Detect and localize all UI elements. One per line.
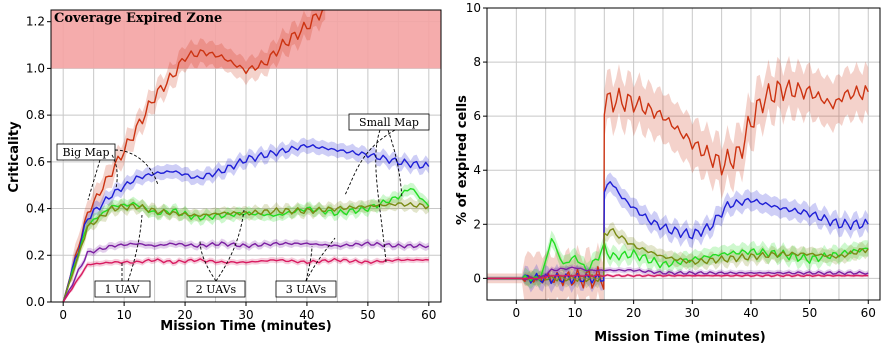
y-tick-label: 1.2 [26, 15, 45, 29]
y-tick-label: 6 [473, 109, 481, 123]
x-tick-label: 40 [299, 308, 314, 322]
criticality-panel: Coverage Expired Zone Big Map Small Map … [7, 9, 442, 334]
series-band [487, 172, 869, 293]
y-tick-label: 1.0 [26, 61, 45, 75]
x-tick-label: 30 [685, 306, 700, 320]
series-line [487, 79, 869, 290]
series-band [63, 196, 429, 302]
coverage-expired-zone [51, 10, 441, 69]
y-tick-label: 10 [466, 1, 481, 15]
series-band [63, 10, 326, 302]
svg-text:3 UAVs: 3 UAVs [286, 283, 327, 296]
svg-text:Big Map: Big Map [62, 146, 109, 159]
x-tick-label: 20 [177, 308, 192, 322]
series-line [62, 10, 324, 302]
series-line [62, 241, 430, 302]
y-axis-label: Criticality [7, 121, 22, 193]
annotation-3-uavs: 3 UAVs [275, 280, 337, 298]
series-line [62, 187, 430, 302]
series-line [62, 202, 430, 302]
y-axis-label: % of expired cells [455, 95, 470, 225]
y-tick-label: 0.0 [26, 295, 45, 309]
x-tick-label: 10 [567, 306, 582, 320]
series-band [63, 255, 429, 302]
series-line [62, 143, 430, 302]
series-band [487, 273, 869, 281]
y-tick-label: 0.4 [26, 202, 45, 216]
series-band [63, 182, 429, 302]
y-tick-label: 0.8 [26, 108, 45, 122]
x-axis-label: Mission Time (minutes) [160, 319, 331, 334]
annotations: Big Map Small Map 1 UAV 2 UAVs 3 UAVs [56, 113, 430, 298]
expired-cells-panel: 0 10 20 30 40 50 60 0 2 4 6 8 10 Mission Time (minu… [455, 1, 881, 345]
series-line [62, 257, 429, 302]
x-tick-label: 60 [861, 306, 876, 320]
x-tick-label: 0 [59, 308, 67, 322]
annotation-arrows [87, 129, 403, 282]
annotation-1-uav: 1 UAV [94, 280, 151, 298]
y-tick-label: 0 [473, 271, 481, 285]
x-axis-label: Mission Time (minutes) [594, 330, 765, 345]
annotation-2-uavs: 2 UAVs [186, 280, 246, 298]
series-line [487, 181, 869, 285]
svg-text:Small Map: Small Map [359, 116, 419, 129]
plot-frame [486, 7, 881, 301]
x-tick-label: 60 [421, 308, 436, 322]
series-band [487, 55, 869, 300]
x-tick-label: 10 [116, 308, 131, 322]
series-band [487, 221, 869, 289]
series-band [63, 137, 429, 302]
series-line [487, 274, 869, 280]
y-tick-label: 8 [473, 55, 481, 69]
y-tick-label: 4 [473, 163, 481, 177]
y-tick-label: 0.6 [26, 155, 45, 169]
series-line [487, 266, 869, 281]
series-band [63, 238, 429, 302]
annotation-small-map: Small Map [348, 113, 430, 131]
x-tick-label: 50 [802, 306, 817, 320]
coverage-expired-zone-label: Coverage Expired Zone [54, 11, 222, 26]
annotation-big-map: Big Map [56, 143, 116, 161]
svg-text:1 UAV: 1 UAV [105, 283, 141, 296]
x-tick-label: 0 [513, 306, 521, 320]
x-tick-label: 50 [360, 308, 375, 322]
x-tick-label: 30 [238, 308, 253, 322]
y-tick-label: 0.2 [26, 248, 45, 262]
x-tick-label: 20 [626, 306, 641, 320]
svg-text:2 UAVs: 2 UAVs [196, 283, 237, 296]
x-tick-label: 40 [743, 306, 758, 320]
y-tick-label: 2 [473, 217, 481, 231]
series-line [487, 237, 869, 282]
